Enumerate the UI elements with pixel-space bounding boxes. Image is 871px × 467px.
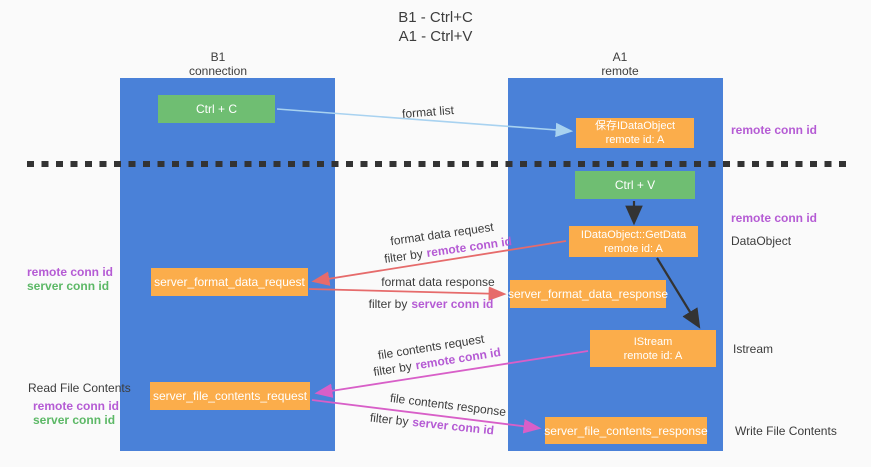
column-header-b1: B1 connection bbox=[158, 50, 278, 78]
annotation-remote-conn-id-bottom-left: remote conn id bbox=[33, 399, 120, 413]
label-format-data-response: format data response bbox=[381, 275, 495, 289]
label-format-data-response-filter: filter by server conn id bbox=[369, 297, 494, 311]
filter-by-text: filter by bbox=[368, 297, 408, 311]
annotation-server-conn-id-mid-left: server conn id bbox=[27, 279, 110, 293]
node-saved-idataobject-line1: 保存IDataObject bbox=[594, 120, 676, 132]
node-istream: IStream remote id: A bbox=[590, 330, 716, 367]
annotation-read-file-contents: Read File Contents bbox=[28, 381, 131, 395]
server-conn-id-text: server conn id bbox=[411, 414, 495, 438]
annotation-server-conn-id-bottom-left: server conn id bbox=[33, 413, 116, 427]
diagram-title: B1 - Ctrl+C A1 - Ctrl+V bbox=[0, 8, 871, 46]
annotation-istream: Istream bbox=[733, 342, 774, 356]
column-a1-name: A1 bbox=[612, 50, 628, 64]
node-server-file-contents-request: server_file_contents_request bbox=[150, 382, 310, 410]
label-format-list: format list bbox=[401, 102, 455, 122]
node-saved-idataobject: 保存IDataObject remote id: A bbox=[576, 118, 694, 148]
server-conn-id-text: server conn id bbox=[411, 297, 494, 311]
column-b1-role: connection bbox=[188, 64, 248, 78]
node-format-response-label: server_format_data_response bbox=[507, 287, 669, 301]
annotation-remote-conn-id-mid-left: remote conn id bbox=[27, 265, 114, 279]
column-a1-role: remote bbox=[601, 64, 639, 78]
node-server-format-data-request: server_format_data_request bbox=[151, 268, 308, 296]
node-ctrl-c: Ctrl + C bbox=[158, 95, 275, 123]
column-b1-name: B1 bbox=[210, 50, 226, 64]
annotation-remote-conn-id-top-right: remote conn id bbox=[731, 123, 818, 137]
title-line-2: A1 - Ctrl+V bbox=[398, 28, 473, 45]
column-header-a1: A1 remote bbox=[560, 50, 680, 78]
node-istream-line1: IStream bbox=[633, 335, 673, 348]
title-line-1: B1 - Ctrl+C bbox=[398, 9, 473, 26]
node-istream-line2: remote id: A bbox=[623, 349, 683, 362]
annotation-write-file-contents: Write File Contents bbox=[735, 424, 837, 438]
node-file-request-label: server_file_contents_request bbox=[152, 389, 308, 403]
filter-by-text: filter by bbox=[369, 410, 410, 429]
node-format-request-label: server_format_data_request bbox=[154, 275, 305, 289]
node-saved-idataobject-line2: remote id: A bbox=[605, 134, 665, 146]
filter-by-text: filter by bbox=[383, 246, 424, 266]
node-idataobject-getdata: IDataObject::GetData remote id: A bbox=[569, 226, 698, 257]
annotation-remote-conn-id-mid-right: remote conn id bbox=[731, 211, 818, 225]
node-server-format-data-response: server_format_data_response bbox=[507, 280, 669, 308]
annotation-dataobject: DataObject bbox=[731, 234, 792, 248]
node-file-response-label: server_file_contents_response bbox=[544, 423, 708, 438]
node-getdata-line1: IDataObject::GetData bbox=[580, 228, 687, 241]
node-ctrl-c-label: Ctrl + C bbox=[195, 102, 237, 116]
node-server-file-contents-response: server_file_contents_response bbox=[544, 417, 708, 444]
node-ctrl-v: Ctrl + V bbox=[575, 171, 695, 199]
node-getdata-line2: remote id: A bbox=[604, 242, 663, 255]
node-ctrl-v-label: Ctrl + V bbox=[614, 178, 656, 192]
arrow-format-data-response bbox=[308, 286, 507, 301]
